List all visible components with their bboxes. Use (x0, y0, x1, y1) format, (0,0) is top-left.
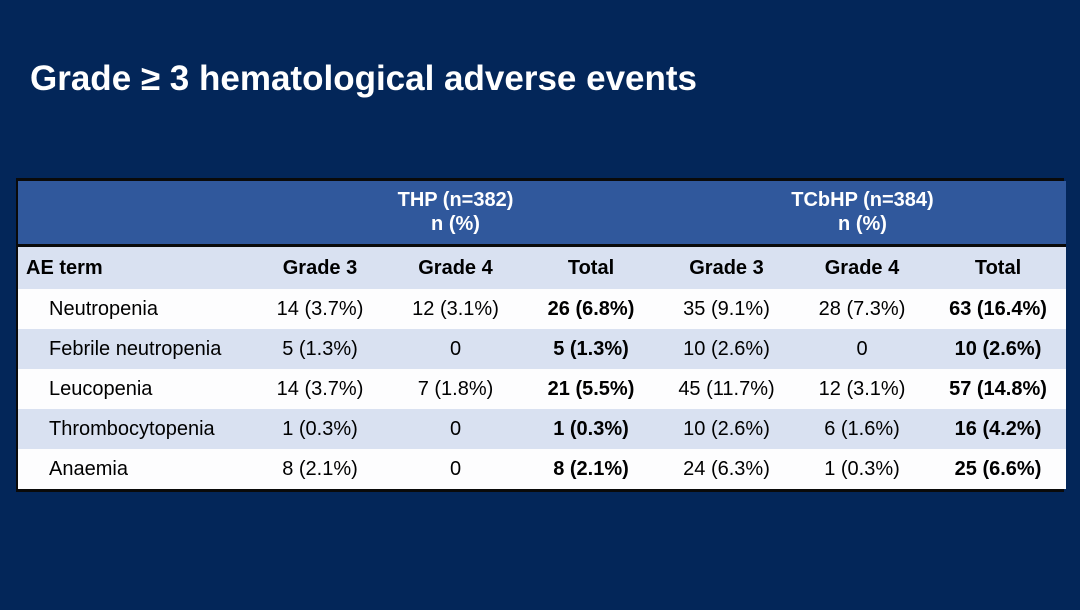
value-cell: 12 (3.1%) (412, 297, 499, 320)
group-tcbhp-subline: n (%) (838, 213, 887, 235)
value-cell: 10 (2.6%) (683, 417, 770, 440)
value-cell: 14 (3.7%) (276, 297, 364, 320)
group-tcbhp-label: TCbHP (n=384) (791, 189, 934, 211)
column-header-thp-grade3: Grade 3 (252, 245, 388, 289)
group-header-row: THP (n=382) n (%) TCbHP (n=384) n (%) (18, 181, 1066, 247)
column-header-tcbhp-grade3: Grade 3 (659, 245, 794, 289)
value-cell: 0 (449, 417, 462, 440)
column-header-ae-term: AE term (18, 245, 252, 289)
table-row-neutropenia: Neutropenia 14 (3.7%) 12 (3.1%) 26 (6.8%… (18, 289, 1066, 329)
value-cell: 28 (7.3%) (818, 297, 906, 320)
value-cell-total: 26 (6.8%) (547, 297, 635, 320)
group-header-tcbhp: TCbHP (n=384) n (%) (659, 181, 1066, 247)
ae-term-cell: Febrile neutropenia (49, 337, 222, 360)
value-cell: 7 (1.8%) (417, 377, 494, 400)
value-cell-total: 16 (4.2%) (954, 417, 1042, 440)
value-cell: 24 (6.3%) (683, 457, 770, 480)
table-row-thrombocytopenia: Thrombocytopenia 1 (0.3%) 0 1 (0.3%) 10 … (18, 409, 1066, 449)
value-cell: 0 (449, 337, 462, 360)
value-cell-total: 57 (14.8%) (949, 377, 1047, 400)
ae-term-cell: Leucopenia (49, 377, 153, 400)
adverse-events-table-grid: THP (n=382) n (%) TCbHP (n=384) n (%) AE… (18, 181, 1066, 489)
value-cell: 0 (856, 337, 868, 360)
value-cell: 6 (1.6%) (824, 417, 900, 440)
value-cell: 1 (0.3%) (282, 417, 358, 440)
value-cell-total: 63 (16.4%) (949, 297, 1047, 320)
ae-term-cell: Anaemia (49, 457, 128, 480)
value-cell-total: 25 (6.6%) (954, 457, 1042, 480)
value-cell: 1 (0.3%) (824, 457, 900, 480)
group-header-thp: THP (n=382) n (%) (252, 181, 659, 247)
group-thp-label: THP (n=382) (397, 189, 514, 211)
value-cell-total: 5 (1.3%) (553, 337, 629, 360)
page-title: Grade ≥ 3 hematological adverse events (30, 59, 697, 98)
column-header-row: AE term Grade 3 Grade 4 Total Grade 3 Gr… (18, 245, 1066, 289)
value-cell: 45 (11.7%) (678, 377, 775, 400)
value-cell-total: 21 (5.5%) (547, 377, 635, 400)
table-row-febrile-neutropenia: Febrile neutropenia 5 (1.3%) 0 5 (1.3%) … (18, 329, 1066, 369)
value-cell-total: 10 (2.6%) (954, 337, 1042, 360)
value-cell: 12 (3.1%) (818, 377, 906, 400)
value-cell: 8 (2.1%) (282, 457, 358, 480)
value-cell-total: 1 (0.3%) (553, 417, 629, 440)
column-header-thp-total: Total (523, 245, 659, 289)
value-cell: 10 (2.6%) (683, 337, 770, 360)
group-header-spacer (18, 181, 252, 247)
value-cell: 35 (9.1%) (683, 297, 770, 320)
value-cell: 14 (3.7%) (276, 377, 364, 400)
column-header-thp-grade4: Grade 4 (388, 245, 523, 289)
ae-term-cell: Thrombocytopenia (49, 417, 215, 440)
column-header-tcbhp-grade4: Grade 4 (794, 245, 930, 289)
table-row-anaemia: Anaemia 8 (2.1%) 0 8 (2.1%) 24 (6.3%) 1 … (18, 449, 1066, 489)
ae-term-cell: Neutropenia (49, 297, 158, 320)
group-thp-subline: n (%) (431, 213, 480, 235)
table-row-leucopenia: Leucopenia 14 (3.7%) 7 (1.8%) 21 (5.5%) … (18, 369, 1066, 409)
column-header-tcbhp-total: Total (930, 245, 1066, 289)
adverse-events-table: THP (n=382) n (%) TCbHP (n=384) n (%) AE… (16, 178, 1066, 492)
value-cell: 5 (1.3%) (282, 337, 358, 360)
value-cell-total: 8 (2.1%) (553, 457, 629, 480)
value-cell: 0 (449, 457, 462, 480)
